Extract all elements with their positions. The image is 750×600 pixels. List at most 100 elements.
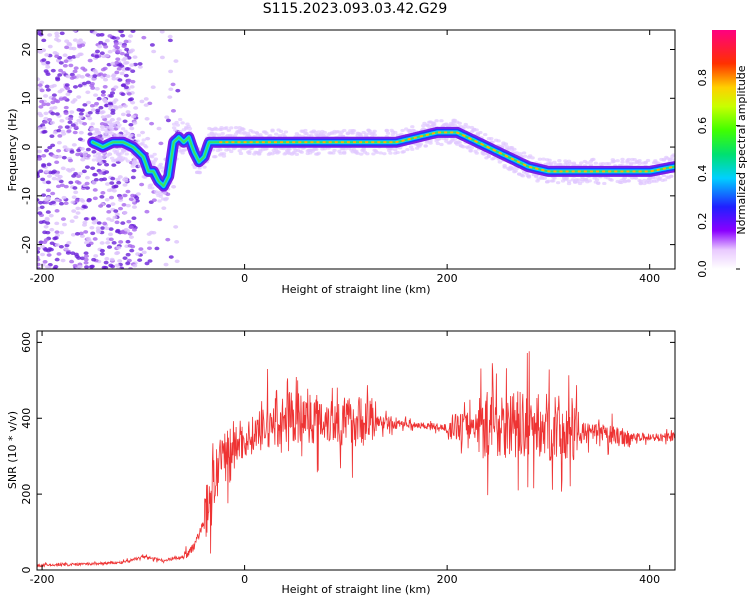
noise-speck — [89, 103, 95, 108]
noise-speck — [63, 184, 69, 189]
noise-speck — [70, 232, 76, 237]
ridge-core — [486, 145, 491, 149]
noise-speck — [58, 61, 64, 65]
halo-speck — [534, 175, 539, 179]
halo-speck — [587, 179, 592, 183]
noise-speck — [69, 150, 75, 154]
noise-speck — [64, 125, 70, 129]
noise-speck — [109, 257, 115, 262]
noise-speck — [38, 105, 44, 109]
halo-speck — [118, 158, 123, 162]
ridge-band-cyan — [90, 130, 675, 189]
halo-speck — [277, 134, 283, 138]
halo-speck — [309, 134, 314, 138]
noise-speck — [82, 152, 88, 157]
noise-speck — [111, 163, 117, 167]
halo-speck — [407, 128, 413, 132]
noise-speck — [98, 72, 104, 76]
halo-speck — [250, 130, 256, 134]
noise-speck — [77, 83, 83, 88]
noise-speck — [42, 259, 48, 264]
noise-speck — [100, 226, 106, 230]
halo-speck — [466, 125, 471, 129]
halo-speck — [297, 133, 302, 138]
halo-speck — [457, 141, 462, 145]
halo-speck — [273, 132, 279, 136]
noise-speck — [53, 264, 59, 269]
halo-speck — [213, 132, 218, 136]
halo-speck — [91, 158, 97, 162]
noise-speck — [100, 90, 106, 94]
noise-speck — [99, 51, 105, 56]
noise-speck — [72, 130, 78, 135]
noise-speck — [67, 89, 73, 94]
noise-speck — [76, 95, 82, 99]
y-tick-label: 0 — [20, 144, 33, 151]
noise-speck — [86, 100, 92, 105]
noise-speck — [92, 68, 98, 73]
noise-speck — [107, 49, 113, 54]
noise-speck — [137, 65, 143, 69]
halo-speck — [150, 155, 155, 159]
halo-speck — [524, 171, 529, 175]
noise-speck — [104, 114, 110, 119]
noise-speck — [109, 117, 115, 122]
noise-speck — [59, 119, 65, 123]
noise-speck — [76, 74, 82, 78]
noise-speck — [132, 263, 138, 268]
noise-speck — [93, 177, 99, 182]
halo-speck — [278, 129, 284, 133]
noise-speck — [45, 188, 51, 193]
ridge-core — [425, 133, 430, 137]
noise-speck — [72, 85, 78, 89]
noise-speck — [73, 190, 79, 195]
halo-speck — [518, 152, 523, 156]
noise-speck — [70, 123, 76, 127]
noise-speck — [151, 49, 157, 54]
halo-speck — [620, 160, 625, 164]
noise-speck — [174, 240, 180, 244]
halo-speck — [99, 161, 104, 165]
halo-speck — [213, 155, 218, 159]
halo-speck — [152, 152, 157, 156]
noise-speck — [92, 196, 98, 201]
ridge-core — [474, 139, 478, 144]
halo-speck — [388, 151, 393, 155]
halo-speck — [182, 148, 188, 152]
noise-speck — [58, 244, 64, 249]
halo-speck — [197, 171, 202, 175]
noise-speck — [146, 232, 152, 236]
noise-speck — [45, 72, 51, 77]
noise-speck — [70, 167, 76, 172]
noise-speck — [37, 206, 41, 211]
noise-speck — [65, 86, 71, 91]
noise-speck — [49, 134, 55, 138]
halo-speck — [109, 131, 115, 136]
noise-speck — [47, 117, 53, 122]
x-tick-label: 0 — [241, 272, 248, 285]
halo-speck — [374, 150, 380, 155]
x-tick-label: 400 — [639, 573, 660, 586]
halo-speck — [382, 152, 387, 156]
noise-speck — [131, 114, 137, 119]
noise-speck — [130, 244, 136, 249]
noise-speck — [45, 210, 51, 214]
colorbar-tick-label: 0.4 — [696, 165, 709, 183]
halo-speck — [216, 133, 222, 137]
noise-speck — [86, 198, 92, 202]
noise-speck — [56, 140, 62, 145]
halo-speck — [264, 131, 269, 135]
ridge-core — [413, 136, 417, 140]
noise-speck — [76, 148, 82, 153]
halo-speck — [338, 151, 343, 155]
noise-speck — [119, 64, 125, 68]
halo-speck — [637, 161, 642, 165]
noise-speck — [122, 119, 128, 124]
noise-speck — [122, 256, 128, 260]
halo-speck — [606, 162, 612, 166]
noise-speck — [85, 73, 91, 77]
noise-speck — [86, 243, 92, 248]
halo-speck — [229, 149, 234, 154]
x-axis-label: Height of straight line (km) — [281, 583, 430, 596]
halo-speck — [125, 131, 131, 135]
